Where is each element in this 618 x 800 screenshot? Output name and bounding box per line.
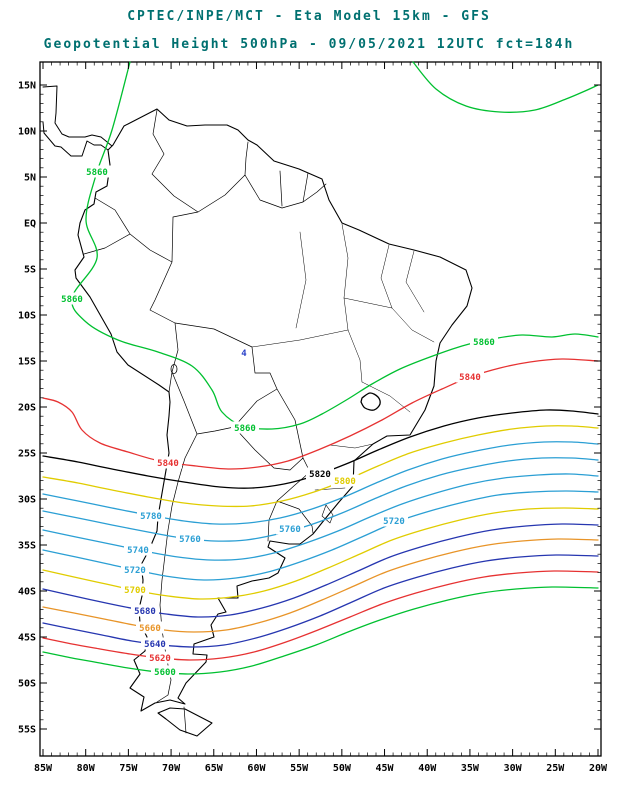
lat-label: 20S bbox=[18, 403, 36, 414]
contour-label-bg bbox=[136, 621, 164, 634]
lat-label: 5N bbox=[24, 173, 36, 184]
lat-label: 15S bbox=[18, 357, 36, 368]
contour-line-5800 bbox=[42, 425, 599, 508]
contour-label-bg bbox=[306, 467, 334, 480]
contour-line-5860 bbox=[71, 61, 599, 430]
lat-label: 50S bbox=[18, 679, 36, 690]
contour-label-5720: 5720 bbox=[383, 517, 405, 527]
lat-label: 35S bbox=[18, 541, 36, 552]
contour-line-5600 bbox=[42, 586, 599, 675]
lat-label: 10N bbox=[18, 127, 36, 138]
lon-label: 60W bbox=[247, 763, 266, 774]
contour-label-bg bbox=[131, 604, 159, 617]
contour-line-unlabeled bbox=[360, 392, 381, 411]
contour-line-unlabeled bbox=[412, 61, 599, 113]
contour-label-bg bbox=[58, 292, 86, 305]
contour-label-bg bbox=[121, 563, 149, 576]
lat-label: 55S bbox=[18, 725, 36, 736]
contour-label-bg bbox=[121, 583, 149, 596]
contour-label-5800: 5800 bbox=[334, 477, 356, 487]
contour-label-5820: 5820 bbox=[309, 470, 331, 480]
contour-label-5600: 5600 bbox=[154, 668, 176, 678]
lat-label: 45S bbox=[18, 633, 36, 644]
state-borders bbox=[251, 223, 435, 491]
contour-label-5740: 5740 bbox=[127, 546, 149, 556]
lat-label: 25S bbox=[18, 449, 36, 460]
contour-label-5720: 5720 bbox=[124, 566, 146, 576]
contour-label-5840: 5840 bbox=[459, 373, 481, 383]
coastline-central-america-caribbean bbox=[42, 85, 113, 147]
contour-label-bg bbox=[141, 637, 169, 650]
contour-label-bg bbox=[151, 665, 179, 678]
contour-line-5640 bbox=[42, 554, 599, 648]
contour-label-bg bbox=[456, 370, 484, 383]
chart-title-model: CPTEC/INPE/MCT - Eta Model 15km - GFS bbox=[127, 9, 491, 24]
contour-label-5860: 5860 bbox=[234, 424, 256, 434]
coastline-central-america-pacific bbox=[42, 121, 109, 157]
contour-label-5640: 5640 bbox=[144, 640, 166, 650]
contour-label-bg bbox=[331, 474, 359, 487]
lat-label: 10S bbox=[18, 311, 36, 322]
contour-label-bg bbox=[176, 532, 204, 545]
lon-label: 30W bbox=[504, 763, 523, 774]
contour-label-5760: 5760 bbox=[279, 525, 301, 535]
contour-label-bg bbox=[231, 421, 259, 434]
contour-line-5760 bbox=[42, 457, 599, 542]
axes-group: 85W 80W 75W 70W 65W 60W 55W 50W 45W 40W 35W 30W 25W 2… bbox=[18, 62, 608, 774]
contour-label-bg bbox=[137, 509, 165, 522]
chart-title-field: Geopotential Height 500hPa - 09/05/2021 … bbox=[44, 37, 575, 52]
island-tierra-del-fuego bbox=[157, 707, 213, 737]
contour-label-bg bbox=[124, 543, 152, 556]
lon-label: 35W bbox=[461, 763, 480, 774]
lon-label: 40W bbox=[418, 763, 437, 774]
contour-label-5760: 5760 bbox=[179, 535, 201, 545]
contour-label-bg bbox=[276, 522, 304, 535]
coastline-south-america bbox=[74, 108, 473, 712]
lon-label: 75W bbox=[119, 763, 138, 774]
lat-label: 30S bbox=[18, 495, 36, 506]
contour-label-5840: 5840 bbox=[157, 459, 179, 469]
contour-label-5620: 5620 bbox=[149, 654, 171, 664]
contours-group bbox=[42, 61, 599, 675]
lon-label: 65W bbox=[205, 763, 224, 774]
contour-label-bg bbox=[470, 335, 498, 348]
country-borders bbox=[83, 109, 327, 734]
lat-label: EQ bbox=[24, 219, 36, 230]
lon-label: 85W bbox=[34, 763, 53, 774]
contour-label-5660: 5660 bbox=[139, 624, 161, 634]
lat-label: 15N bbox=[18, 81, 36, 92]
lon-label: 50W bbox=[333, 763, 352, 774]
contour-label-5860: 5860 bbox=[61, 295, 83, 305]
lon-label: 70W bbox=[162, 763, 181, 774]
contour-label-5860: 5860 bbox=[86, 168, 108, 178]
lagoon-dos-patos bbox=[321, 504, 334, 524]
lon-label: 25W bbox=[546, 763, 565, 774]
map-marker: 4 bbox=[241, 349, 247, 359]
contour-line-5660 bbox=[42, 538, 599, 633]
lake-titicaca bbox=[170, 364, 178, 374]
contour-label-bg bbox=[146, 651, 174, 664]
contour-label-5860: 5860 bbox=[473, 338, 495, 348]
contour-label-bg bbox=[154, 456, 182, 469]
contour-line-5620 bbox=[42, 570, 599, 661]
lon-label: 45W bbox=[376, 763, 395, 774]
lon-label: 55W bbox=[290, 763, 309, 774]
contour-label-bg bbox=[380, 514, 408, 527]
contour-line-5780 bbox=[42, 441, 599, 525]
contour-label-5780: 5780 bbox=[140, 512, 162, 522]
lat-label: 5S bbox=[24, 265, 36, 276]
map-frame bbox=[39, 61, 602, 757]
basemap-group bbox=[42, 85, 473, 737]
lat-label: 40S bbox=[18, 587, 36, 598]
lon-label: 20W bbox=[589, 763, 608, 774]
contour-label-5700: 5700 bbox=[124, 586, 146, 596]
contour-label-5680: 5680 bbox=[134, 607, 156, 617]
contour-line-5840 bbox=[42, 358, 599, 470]
lon-label: 80W bbox=[77, 763, 96, 774]
contour-label-bg bbox=[83, 165, 111, 178]
